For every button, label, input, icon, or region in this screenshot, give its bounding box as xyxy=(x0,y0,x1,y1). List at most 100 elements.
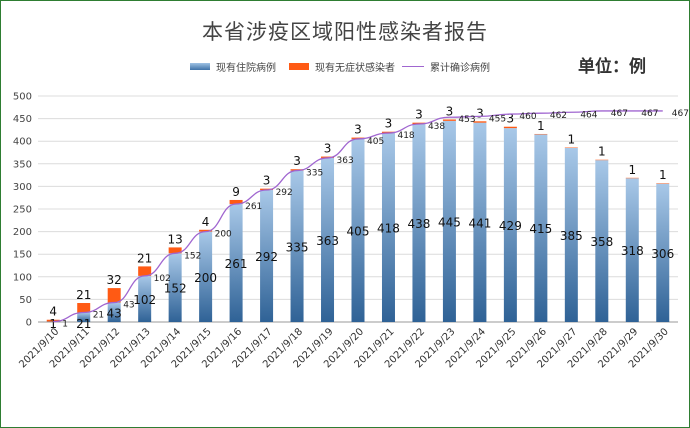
data-label-hospitalized: 21 xyxy=(76,317,91,331)
y-tick-label: 0 xyxy=(26,318,32,329)
data-label-cumulative: 438 xyxy=(428,122,445,132)
data-label-asymptomatic: 3 xyxy=(354,123,362,137)
bar-hospitalized xyxy=(351,138,365,322)
data-label-hospitalized: 292 xyxy=(255,250,278,264)
y-tick-label: 200 xyxy=(13,227,32,238)
data-label-asymptomatic: 3 xyxy=(385,117,393,131)
bar-asymptomatic xyxy=(46,319,60,322)
data-label-cumulative: 363 xyxy=(337,156,354,166)
legend-item-cumulative: 累计确诊病例 xyxy=(402,59,490,74)
data-label-asymptomatic: 1 xyxy=(598,145,606,159)
y-tick-label: 500 xyxy=(13,92,32,103)
data-label-cumulative: 467 xyxy=(641,109,658,119)
legend-swatch-hospitalized xyxy=(190,63,210,70)
bar-hospitalized xyxy=(107,302,121,322)
data-label-cumulative: 460 xyxy=(519,112,536,122)
data-label-cumulative: 453 xyxy=(458,115,475,125)
data-label-asymptomatic: 3 xyxy=(415,108,423,122)
data-label-hospitalized: 415 xyxy=(529,222,552,236)
bar-hospitalized xyxy=(656,183,670,322)
data-label-asymptomatic: 3 xyxy=(446,105,454,119)
bar-hospitalized xyxy=(442,120,456,322)
data-label-hospitalized: 358 xyxy=(590,235,613,249)
bar-hospitalized xyxy=(199,231,213,322)
data-label-hospitalized: 261 xyxy=(225,257,248,271)
legend-label-cumulative: 累计确诊病例 xyxy=(430,63,490,74)
data-label-cumulative: 200 xyxy=(215,230,232,240)
data-label-asymptomatic: 32 xyxy=(107,273,122,287)
data-label-hospitalized: 441 xyxy=(468,216,491,230)
data-label-asymptomatic: 1 xyxy=(628,163,636,177)
bar-hospitalized xyxy=(260,190,274,322)
legend-item-hospitalized: 现有住院病例 xyxy=(190,59,276,74)
bar-asymptomatic xyxy=(260,188,274,191)
data-label-asymptomatic: 1 xyxy=(568,133,576,147)
bar-asymptomatic xyxy=(168,247,182,254)
data-label-cumulative: 102 xyxy=(154,274,171,284)
data-label-asymptomatic: 1 xyxy=(537,119,545,133)
data-label-hospitalized: 335 xyxy=(286,240,309,254)
data-label-cumulative: 467 xyxy=(611,109,628,119)
bar-hospitalized xyxy=(564,147,578,322)
data-label-asymptomatic: 3 xyxy=(476,106,484,120)
data-label-cumulative: 261 xyxy=(245,202,262,212)
data-label-hospitalized: 306 xyxy=(651,247,674,261)
bar-hospitalized xyxy=(412,124,426,322)
bar-hospitalized xyxy=(381,133,395,322)
legend-swatch-asymptomatic xyxy=(289,63,309,70)
bar-asymptomatic xyxy=(503,126,517,129)
bar-asymptomatic xyxy=(442,119,456,121)
data-label-cumulative: 43 xyxy=(123,301,134,311)
data-label-cumulative: 405 xyxy=(367,137,384,147)
unit-label: 单位：例 xyxy=(578,57,646,77)
bar-hospitalized xyxy=(473,122,487,322)
data-label-hospitalized: 152 xyxy=(164,282,187,296)
bar-asymptomatic xyxy=(290,169,304,171)
data-label-hospitalized: 385 xyxy=(560,229,583,243)
legend-label-asymptomatic: 现有无症状感染者 xyxy=(315,63,395,74)
bar-hospitalized xyxy=(321,157,335,322)
bar-hospitalized xyxy=(138,275,152,322)
bar-hospitalized xyxy=(77,312,91,322)
data-label-cumulative: 418 xyxy=(397,131,414,141)
bar-hospitalized xyxy=(595,160,609,322)
y-tick-label: 450 xyxy=(13,114,32,125)
y-tick-label: 50 xyxy=(19,295,32,306)
y-tick-label: 400 xyxy=(13,137,32,148)
bar-asymptomatic xyxy=(199,229,213,232)
data-label-asymptomatic: 21 xyxy=(137,251,152,265)
bar-asymptomatic xyxy=(229,199,243,205)
data-label-asymptomatic: 4 xyxy=(49,305,57,319)
bar-asymptomatic xyxy=(351,137,365,139)
data-label-cumulative: 152 xyxy=(184,251,201,261)
data-label-hospitalized: 438 xyxy=(407,217,430,231)
data-label-hospitalized: 445 xyxy=(438,215,461,229)
legend-label-hospitalized: 现有住院病例 xyxy=(216,63,276,74)
data-label-asymptomatic: 1 xyxy=(659,168,667,182)
data-label-cumulative: 462 xyxy=(550,111,567,121)
bar-asymptomatic xyxy=(138,266,152,276)
data-label-hospitalized: 1 xyxy=(49,317,57,331)
data-label-asymptomatic: 3 xyxy=(507,112,515,126)
y-tick-label: 300 xyxy=(13,182,32,193)
bar-hospitalized xyxy=(229,204,243,322)
bar-asymptomatic xyxy=(412,122,426,125)
data-label-hospitalized: 418 xyxy=(377,222,400,236)
bar-hospitalized xyxy=(503,128,517,322)
y-tick-label: 100 xyxy=(13,272,32,283)
data-label-cumulative: 292 xyxy=(276,188,293,198)
data-label-asymptomatic: 13 xyxy=(168,232,183,246)
series-line-cumulative xyxy=(53,110,663,323)
data-label-asymptomatic: 3 xyxy=(293,154,301,168)
data-label-cumulative: 467 xyxy=(672,109,689,119)
y-tick-label: 150 xyxy=(13,250,32,261)
data-label-asymptomatic: 3 xyxy=(324,142,332,156)
bar-asymptomatic xyxy=(107,288,121,303)
data-label-cumulative: 335 xyxy=(306,169,323,179)
data-label-hospitalized: 405 xyxy=(347,224,370,238)
bar-asymptomatic xyxy=(381,131,395,134)
legend-item-asymptomatic: 现有无症状感染者 xyxy=(289,59,395,74)
data-label-hospitalized: 429 xyxy=(499,219,522,233)
bar-hospitalized xyxy=(625,178,639,322)
